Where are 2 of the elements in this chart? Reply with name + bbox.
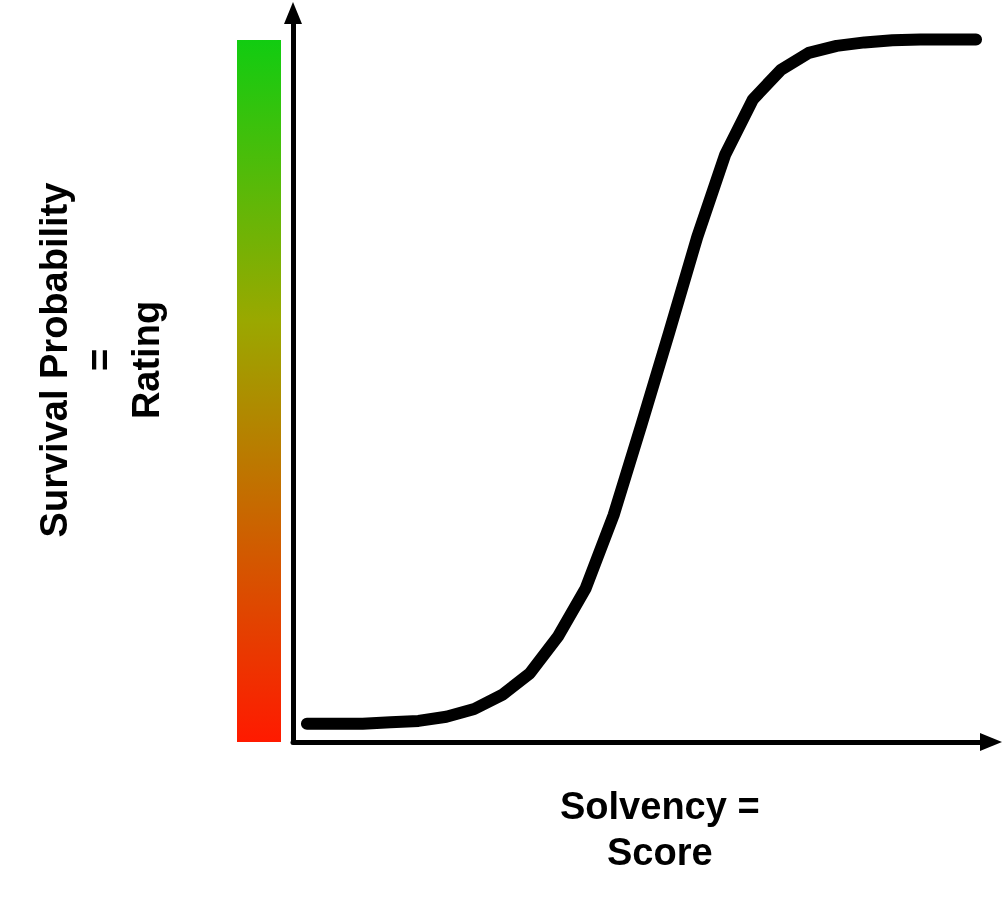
x-axis-title: Solvency = Score [559, 785, 760, 873]
y-axis-title: Survival Probability = Rating [33, 182, 167, 538]
